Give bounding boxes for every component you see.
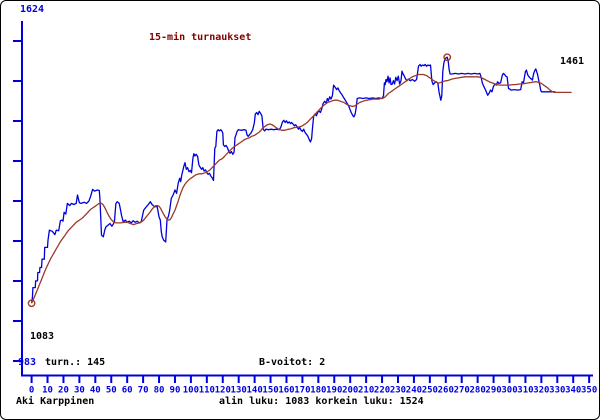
x-axis-tick-label: 30 bbox=[74, 386, 85, 396]
x-axis-tick-label: 250 bbox=[422, 386, 438, 396]
x-axis-tick-label: 70 bbox=[138, 386, 149, 396]
x-axis-tick-label: 350 bbox=[581, 386, 597, 396]
average-rating-line bbox=[31, 73, 572, 304]
x-axis-tick-label: 110 bbox=[199, 386, 215, 396]
x-axis-tick-label: 230 bbox=[390, 386, 406, 396]
x-axis-tick-label: 280 bbox=[470, 386, 486, 396]
x-axis-tick-label: 310 bbox=[517, 386, 533, 396]
y-axis-max-label: 1624 bbox=[20, 4, 45, 15]
player-name: Aki Karppinen bbox=[16, 396, 95, 407]
x-axis-tick-label: 100 bbox=[183, 386, 199, 396]
b-wins-label: B-voitot: 2 bbox=[259, 357, 326, 368]
x-axis-tick-label: 90 bbox=[170, 386, 181, 396]
x-axis-tick-label: 20 bbox=[58, 386, 69, 396]
x-axis-tick-label: 10 bbox=[42, 386, 53, 396]
x-axis-tick-label: 170 bbox=[294, 386, 310, 396]
x-axis-tick-label: 210 bbox=[358, 386, 374, 396]
x-axis-tick-label: 160 bbox=[278, 386, 294, 396]
min-rating-label: 1083 bbox=[30, 331, 55, 342]
x-axis-tick-label: 40 bbox=[90, 386, 101, 396]
tournament-count-label: turn.: 145 bbox=[45, 357, 106, 368]
x-axis-tick-label: 200 bbox=[342, 386, 358, 396]
min-marker bbox=[27, 299, 36, 308]
x-axis-tick-label: 270 bbox=[454, 386, 470, 396]
chart-title: 15-min turnaukset bbox=[149, 32, 252, 43]
x-axis-tick-label: 150 bbox=[262, 386, 278, 396]
x-axis-tick-label: 220 bbox=[374, 386, 390, 396]
y-axis-min-label: 983 bbox=[18, 357, 37, 368]
x-axis-tick-label: 300 bbox=[501, 386, 517, 396]
x-axis-tick-label: 340 bbox=[565, 386, 581, 396]
x-axis-tick-label: 80 bbox=[154, 386, 165, 396]
tournament-rating-line bbox=[30, 56, 556, 304]
x-axis-tick-label: 0 bbox=[29, 386, 34, 396]
x-axis-tick-label: 290 bbox=[485, 386, 501, 396]
x-axis-tick-label: 190 bbox=[326, 386, 342, 396]
x-axis-tick-label: 330 bbox=[549, 386, 565, 396]
x-axis-tick-label: 320 bbox=[533, 386, 549, 396]
current-rating-label: 1461 bbox=[560, 56, 585, 67]
x-axis-tick-label: 50 bbox=[106, 386, 117, 396]
min-max-stats-label: alin luku: 1083 korkein luku: 1524 bbox=[219, 396, 424, 407]
x-axis-tick-label: 260 bbox=[438, 386, 454, 396]
x-axis-tick-label: 140 bbox=[246, 386, 262, 396]
x-axis-tick-label: 120 bbox=[215, 386, 231, 396]
x-axis-tick-label: 130 bbox=[231, 386, 247, 396]
x-axis-tick-label: 60 bbox=[122, 386, 133, 396]
x-axis-tick-label: 240 bbox=[406, 386, 422, 396]
max-marker bbox=[443, 53, 452, 62]
x-axis-tick-label: 180 bbox=[310, 386, 326, 396]
